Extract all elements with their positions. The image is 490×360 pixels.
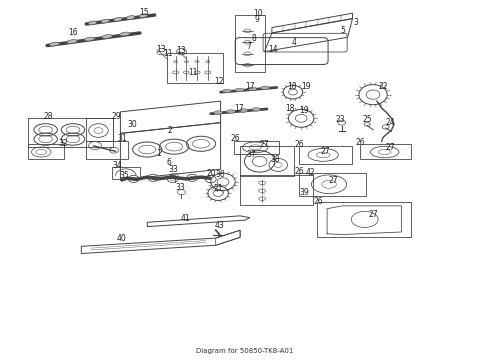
Bar xyxy=(299,146,352,164)
Bar xyxy=(240,146,294,176)
Ellipse shape xyxy=(67,40,77,44)
Bar xyxy=(235,15,265,72)
Ellipse shape xyxy=(261,86,270,90)
Text: 3: 3 xyxy=(353,18,358,27)
Text: 29: 29 xyxy=(112,112,122,121)
Bar xyxy=(360,144,411,159)
Text: 41: 41 xyxy=(181,214,190,223)
Text: 39: 39 xyxy=(300,188,310,197)
Text: 9: 9 xyxy=(254,15,259,24)
Bar xyxy=(240,175,314,205)
Text: 18: 18 xyxy=(285,104,294,113)
Text: 43: 43 xyxy=(215,221,224,230)
Text: 2: 2 xyxy=(168,126,172,135)
Text: 24: 24 xyxy=(386,118,395,127)
Text: 26: 26 xyxy=(295,167,305,176)
Text: 11: 11 xyxy=(189,68,198,77)
Text: 21: 21 xyxy=(213,184,223,193)
Text: 13: 13 xyxy=(177,46,186,55)
Text: 17: 17 xyxy=(245,82,255,91)
Text: 10: 10 xyxy=(253,9,263,18)
Text: 26: 26 xyxy=(356,138,366,147)
Ellipse shape xyxy=(101,19,110,23)
Bar xyxy=(234,140,279,154)
Text: 30: 30 xyxy=(128,120,138,129)
Text: 36: 36 xyxy=(216,170,225,179)
Text: 22: 22 xyxy=(378,82,388,91)
Text: Diagram for 50850-TK8-A01: Diagram for 50850-TK8-A01 xyxy=(196,348,294,354)
Ellipse shape xyxy=(235,88,244,92)
Ellipse shape xyxy=(102,35,113,39)
Text: 15: 15 xyxy=(140,8,149,17)
Text: 4: 4 xyxy=(292,38,296,47)
Text: 26: 26 xyxy=(295,140,305,149)
Bar xyxy=(318,202,411,237)
Text: 18: 18 xyxy=(287,82,296,91)
Text: 31: 31 xyxy=(117,134,127,143)
Text: 27: 27 xyxy=(386,143,395,152)
Text: 32: 32 xyxy=(58,139,68,148)
Bar xyxy=(86,140,128,159)
Text: 12: 12 xyxy=(214,77,224,86)
Text: 34: 34 xyxy=(112,161,122,170)
Text: 20: 20 xyxy=(207,170,217,179)
Text: 8: 8 xyxy=(252,34,257,43)
Ellipse shape xyxy=(84,37,95,41)
Text: 25: 25 xyxy=(362,115,372,124)
Text: 27: 27 xyxy=(328,176,338,185)
Bar xyxy=(27,118,113,147)
Text: 19: 19 xyxy=(301,82,310,91)
Ellipse shape xyxy=(114,17,122,21)
Ellipse shape xyxy=(226,110,235,113)
Text: 33: 33 xyxy=(169,166,178,175)
Text: 26: 26 xyxy=(230,134,240,143)
Text: 35: 35 xyxy=(120,171,129,180)
Text: 1: 1 xyxy=(156,149,161,158)
Text: 27: 27 xyxy=(321,147,330,156)
Text: 38: 38 xyxy=(270,155,280,164)
Ellipse shape xyxy=(126,15,135,19)
Bar xyxy=(86,118,113,140)
Text: 37: 37 xyxy=(246,150,256,159)
Ellipse shape xyxy=(222,89,231,93)
Text: 14: 14 xyxy=(269,45,278,54)
Ellipse shape xyxy=(120,32,130,36)
Text: 28: 28 xyxy=(44,112,53,121)
Text: 6: 6 xyxy=(166,158,171,167)
Text: 17: 17 xyxy=(234,104,244,113)
Bar xyxy=(299,173,366,196)
Bar xyxy=(167,53,223,83)
Text: 27: 27 xyxy=(368,210,378,219)
Ellipse shape xyxy=(252,108,261,111)
Text: 40: 40 xyxy=(117,234,127,243)
Ellipse shape xyxy=(49,42,60,46)
Ellipse shape xyxy=(214,111,222,114)
Text: 11: 11 xyxy=(163,49,172,58)
Ellipse shape xyxy=(88,21,97,25)
Bar xyxy=(27,144,64,159)
Ellipse shape xyxy=(248,87,257,91)
Ellipse shape xyxy=(239,109,248,112)
Text: 13: 13 xyxy=(156,45,166,54)
Text: 19: 19 xyxy=(299,106,308,115)
Text: 16: 16 xyxy=(68,28,78,37)
Bar xyxy=(112,167,140,179)
Text: 26: 26 xyxy=(314,197,323,206)
Ellipse shape xyxy=(139,14,147,18)
Text: 33: 33 xyxy=(175,183,185,192)
Text: 23: 23 xyxy=(336,115,345,124)
Text: 42: 42 xyxy=(306,168,315,177)
Text: 27: 27 xyxy=(260,140,270,149)
Text: 5: 5 xyxy=(340,26,345,35)
Text: 7: 7 xyxy=(246,42,251,51)
